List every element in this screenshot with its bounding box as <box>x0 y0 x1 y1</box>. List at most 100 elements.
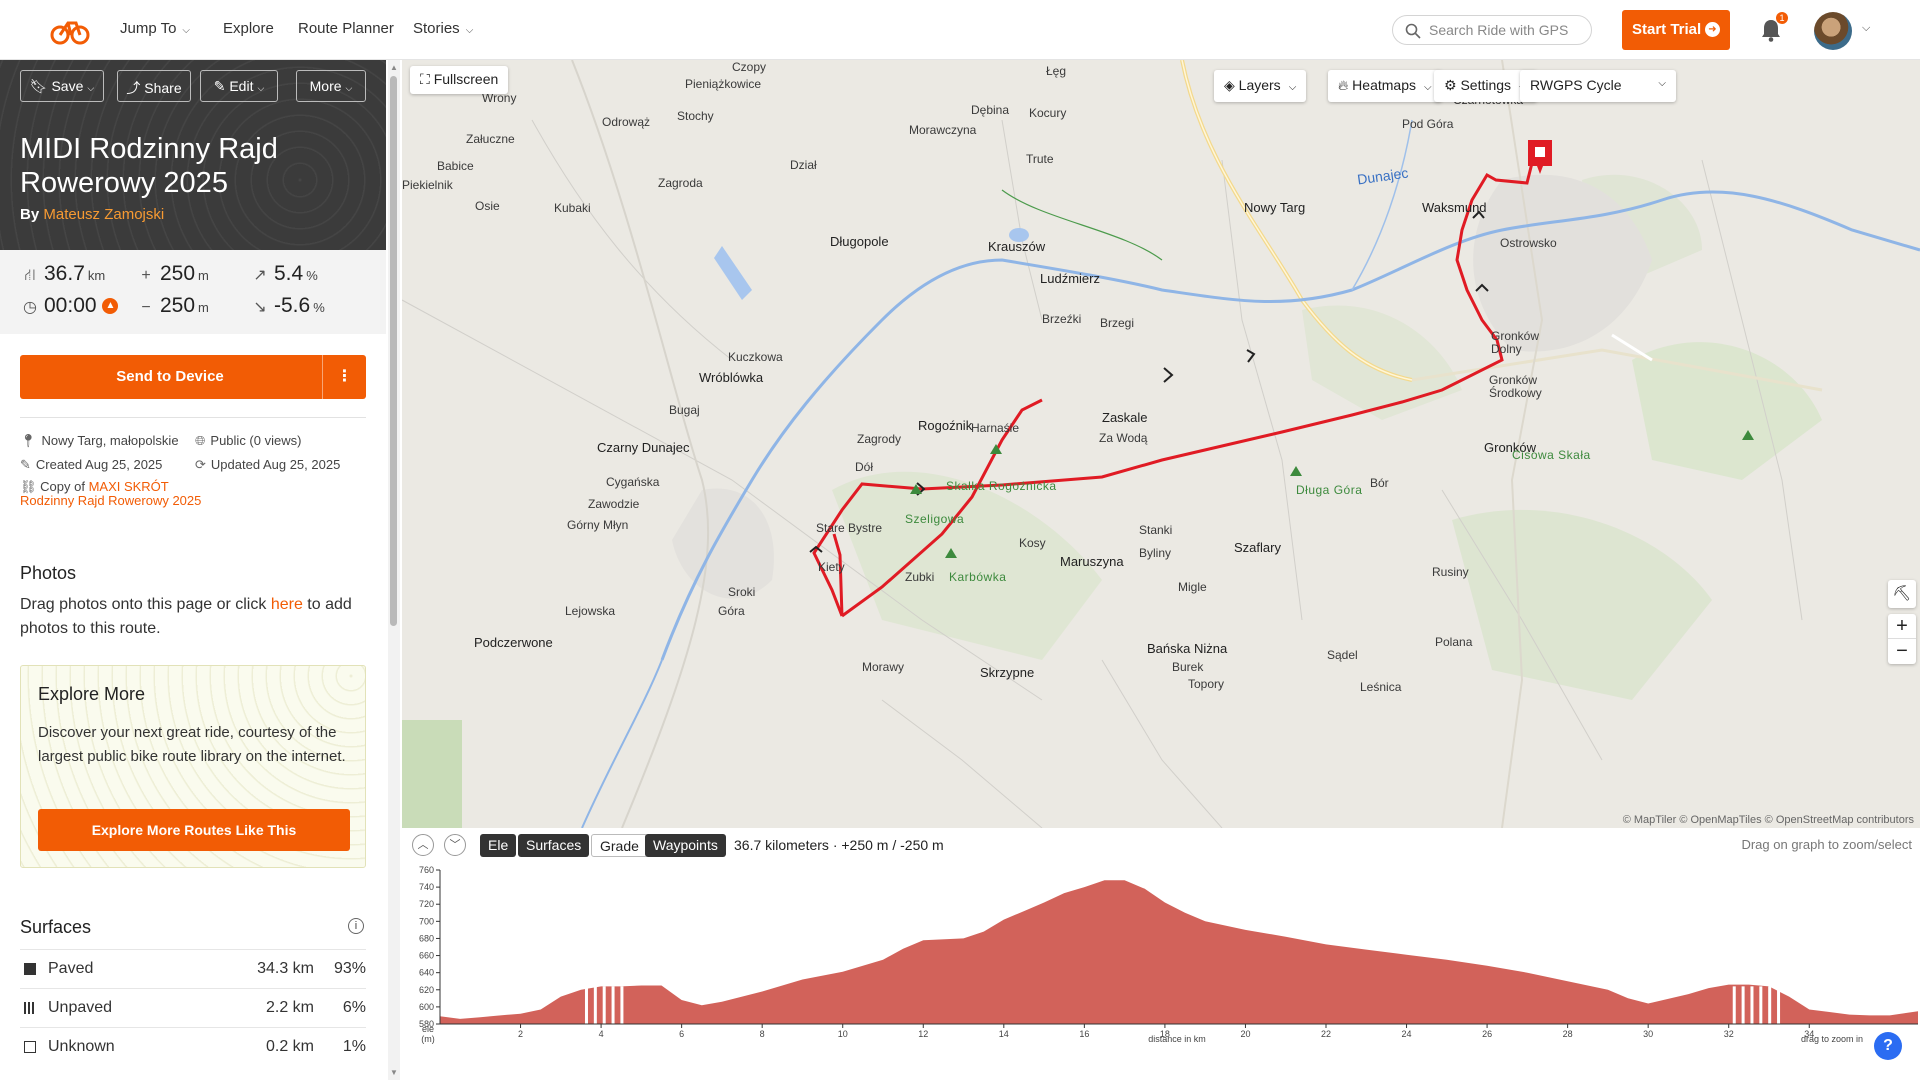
surface-km: 34.3 km <box>257 960 314 977</box>
y-axis: 580 600 620 640 660 680 700 720 740 760 <box>419 865 440 1029</box>
save-button[interactable]: 🔖︎ Save ⌵ <box>20 70 104 102</box>
copy-of-link[interactable]: MAXI SKRÓT Rodzinny Rajd Rowerowy 2025 <box>20 479 202 508</box>
map-label-burek: Burek <box>1172 660 1204 674</box>
map-legend-icon[interactable]: ⛏︎ <box>1888 580 1916 608</box>
kebab-menu-icon[interactable]: ⋮ <box>322 355 366 399</box>
tab-ele[interactable]: Ele <box>480 834 517 857</box>
avatar[interactable] <box>1814 12 1852 50</box>
x-tick-label: 34 <box>1804 1029 1814 1039</box>
photos-heading: Photos <box>20 563 77 583</box>
y-tick-label: 720 <box>419 899 434 909</box>
chevron-down-icon[interactable]: ﹀ <box>444 834 466 856</box>
explore-more-button[interactable]: Explore More Routes Like This <box>38 809 350 851</box>
map-label-wroblowka: Wróblówka <box>699 370 764 385</box>
map-label-czopy: Czopy <box>732 60 767 74</box>
arrow-down-right-icon: ↘ <box>253 299 267 316</box>
map-label-zubki: Zubki <box>905 570 935 584</box>
x-tick-label: 26 <box>1482 1029 1492 1039</box>
scroll-up-icon[interactable]: ▲ <box>390 63 398 72</box>
map-label-polana: Polana <box>1435 635 1473 649</box>
elevation-summary: 36.7 kilometers · +250 m / -250 m <box>734 837 944 853</box>
route-icon: ⛙ <box>24 267 36 284</box>
fullscreen-button[interactable]: ⛶ Fullscreen <box>410 66 509 94</box>
map-label-rusiny: Rusiny <box>1432 565 1469 579</box>
map-label-ostrowsko: Ostrowsko <box>1500 236 1557 250</box>
layers-button[interactable]: ◈ Layers ⌵ <box>1214 70 1307 102</box>
tab-grade[interactable]: Grade <box>591 834 648 857</box>
author-link[interactable]: Mateusz Zamojski <box>43 206 165 223</box>
rwgps-logo-icon[interactable] <box>50 14 90 46</box>
zoom-controls: + − <box>1888 614 1916 664</box>
help-icon[interactable]: ? <box>1874 1032 1902 1060</box>
sidebar-scrollbar[interactable]: ▲ ▼ <box>388 60 400 1080</box>
map-label-gronkow-dolny: Gronków Dolny <box>1491 329 1540 356</box>
x-tick-label: 6 <box>679 1029 684 1039</box>
basemap-select[interactable]: RWGPS Cycle ⌵ <box>1520 70 1676 102</box>
tab-waypoints[interactable]: Waypoints <box>645 834 726 857</box>
share-icon: ⤴ <box>126 80 145 96</box>
meta-visibility: 🌐︎ Public (0 views) <box>195 433 301 449</box>
tab-surfaces[interactable]: Surfaces <box>518 834 590 857</box>
arrow-up-right-icon: ↗ <box>253 267 267 284</box>
elevation-hint: Drag on graph to zoom/select <box>1741 837 1912 852</box>
map-label-czarny-dunajec: Czarny Dunajec <box>597 440 690 455</box>
search-input[interactable]: Search Ride with GPS <box>1392 15 1592 45</box>
map-label-debina: Dębina <box>971 103 1010 117</box>
meta-created: ✎ Created Aug 25, 2025 <box>20 457 162 473</box>
surface-pct: 1% <box>342 1038 366 1055</box>
unpaved-segments <box>584 986 1781 1024</box>
heatmaps-button[interactable]: 🔥︎ Heatmaps ⌵ <box>1328 70 1442 102</box>
arrow-right-icon: ➜ <box>1705 22 1720 37</box>
elevation-area <box>440 880 1918 1024</box>
map-canvas[interactable] <box>402 60 1920 828</box>
bell-icon[interactable] <box>1760 18 1782 42</box>
gear-icon: ⚙ <box>1444 77 1461 93</box>
edit-button[interactable]: ✎ Edit ⌵ <box>200 70 278 102</box>
chevron-up-icon[interactable]: ︿ <box>412 834 434 856</box>
photos-text-after: to add photos to this route. <box>20 596 352 637</box>
explore-more-card: Explore More Discover your next great ri… <box>20 665 366 868</box>
y-axis-label-top: ele <box>422 1024 434 1034</box>
nav-jump-to[interactable]: Jump To ⌵ <box>120 20 190 37</box>
chevron-down-icon[interactable]: ⌵ <box>1862 22 1871 34</box>
chevron-down-icon: ⌵ <box>1288 82 1297 93</box>
map-label-zaluczne: Załucznе <box>466 132 515 146</box>
start-trial-button[interactable]: Start Trial ➜ <box>1622 10 1730 50</box>
map-label-lesnica: Leśnica <box>1360 680 1402 694</box>
x-tick-label: 30 <box>1643 1029 1653 1039</box>
route-start-end-marker[interactable] <box>1528 140 1552 174</box>
settings-button[interactable]: ⚙ Settings⌵ <box>1434 70 1537 102</box>
share-label: Share <box>144 80 182 96</box>
map-label-gronkow: Gronków <box>1484 440 1537 455</box>
nav-route-planner[interactable]: Route Planner <box>298 20 394 37</box>
send-to-device-button[interactable]: Send to Device ⋮ <box>20 355 366 399</box>
nav-explore[interactable]: Explore <box>223 20 274 37</box>
zoom-hint: drag to zoom in <box>1801 1034 1863 1044</box>
distance-unit: km <box>87 268 106 283</box>
save-label: Save <box>51 78 84 94</box>
nav-stories[interactable]: Stories ⌵ <box>413 20 473 37</box>
photos-upload-link[interactable]: here <box>270 596 303 613</box>
zoom-out-icon[interactable]: − <box>1896 640 1908 662</box>
stat-elevation-gain: +250 m <box>136 262 209 286</box>
route-stats: ⛙ 36.7 km +250 m ↗ 5.4% ◷ 00:00 ▲ −250 m ↘ -5.6… <box>0 250 386 334</box>
route-map[interactable]: Czopy Pieniążkowice Łęg Wrony Odrowąż St… <box>402 60 1920 828</box>
map-label-zagroda: Zagroda <box>658 176 703 190</box>
time-options-icon[interactable]: ▲ <box>102 298 119 315</box>
zoom-in-icon[interactable]: + <box>1888 614 1916 639</box>
share-button[interactable]: ⤴ Share <box>117 70 191 102</box>
map-label-dlugopole: Długopole <box>830 234 889 249</box>
map-label-leg: Łęg <box>1046 64 1067 78</box>
scroll-down-icon[interactable]: ▼ <box>390 1068 398 1077</box>
more-button[interactable]: More ⌵ <box>296 70 366 102</box>
elevation-panel: ︿ ﹀ Ele Surfaces Grade Waypoints 36.7 ki… <box>402 828 1920 1080</box>
scrollbar-thumb[interactable] <box>390 76 397 626</box>
stat-distance: ⛙ 36.7 km <box>20 262 105 286</box>
x-tick-label: 10 <box>838 1029 848 1039</box>
surfaces-heading: Surfaces <box>20 917 92 937</box>
meta-copy-of: ⛓︎ Copy of MAXI SKRÓT Rodzinny Rajd Rowe… <box>20 480 210 508</box>
info-icon[interactable]: i <box>348 918 364 934</box>
created-text: Created Aug 25, 2025 <box>35 457 163 472</box>
map-label-gora: Góra <box>718 604 745 618</box>
